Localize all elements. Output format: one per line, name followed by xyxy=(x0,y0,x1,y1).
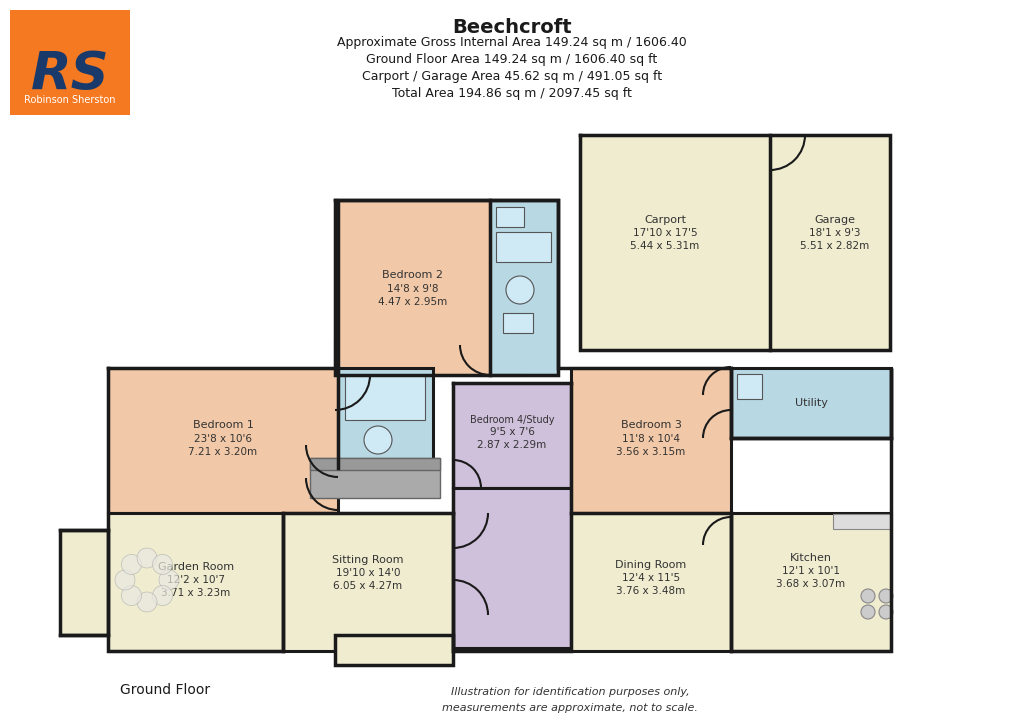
Bar xyxy=(496,232,551,262)
Bar xyxy=(108,513,283,651)
Bar xyxy=(283,513,453,651)
Circle shape xyxy=(122,555,141,574)
Text: 19'10 x 14'0: 19'10 x 14'0 xyxy=(336,568,400,578)
Text: 18'1 x 9'3: 18'1 x 9'3 xyxy=(809,228,861,238)
Bar xyxy=(571,368,731,513)
Bar xyxy=(453,383,571,488)
Text: 12'4 x 11'5: 12'4 x 11'5 xyxy=(622,573,680,583)
Text: Dining Room: Dining Room xyxy=(615,560,687,570)
Text: Kitchen: Kitchen xyxy=(790,553,831,563)
Text: 14'8 x 9'8: 14'8 x 9'8 xyxy=(387,284,438,294)
Circle shape xyxy=(879,589,893,603)
Text: 3.56 x 3.15m: 3.56 x 3.15m xyxy=(616,447,686,457)
Text: Robinson Sherston: Robinson Sherston xyxy=(25,95,116,105)
Circle shape xyxy=(879,605,893,619)
Bar xyxy=(60,530,108,635)
Text: Approximate Gross Internal Area 149.24 sq m / 1606.40: Approximate Gross Internal Area 149.24 s… xyxy=(337,36,687,49)
Text: Carport: Carport xyxy=(644,215,686,225)
Text: 9'5 x 7'6: 9'5 x 7'6 xyxy=(489,427,535,437)
Text: 3.68 x 3.07m: 3.68 x 3.07m xyxy=(776,579,846,589)
Text: Bedroom 2: Bedroom 2 xyxy=(383,270,443,280)
Bar xyxy=(737,374,762,399)
Circle shape xyxy=(153,586,173,605)
Bar xyxy=(833,514,891,529)
Text: Total Area 194.86 sq m / 2097.45 sq ft: Total Area 194.86 sq m / 2097.45 sq ft xyxy=(392,87,632,100)
Text: 23'8 x 10'6: 23'8 x 10'6 xyxy=(194,434,252,444)
Bar xyxy=(496,207,524,227)
Text: measurements are approximate, not to scale.: measurements are approximate, not to sca… xyxy=(442,703,698,713)
Text: 12'1 x 10'1: 12'1 x 10'1 xyxy=(782,566,840,576)
Circle shape xyxy=(137,548,157,568)
Bar xyxy=(338,368,433,468)
Text: Carport / Garage Area 45.62 sq m / 491.05 sq ft: Carport / Garage Area 45.62 sq m / 491.0… xyxy=(361,70,663,83)
Text: Bedroom 1: Bedroom 1 xyxy=(193,420,253,430)
Circle shape xyxy=(506,276,534,304)
Circle shape xyxy=(137,592,157,612)
Text: Utility: Utility xyxy=(795,398,827,408)
Text: Garden Room: Garden Room xyxy=(158,562,234,572)
Bar xyxy=(503,313,534,333)
Text: Illustration for identification purposes only,: Illustration for identification purposes… xyxy=(451,687,689,697)
Text: Ground Floor: Ground Floor xyxy=(120,683,210,697)
Bar xyxy=(490,200,558,375)
Text: Bedroom 4/Study: Bedroom 4/Study xyxy=(470,415,554,425)
Bar xyxy=(108,368,338,513)
Text: Garage: Garage xyxy=(814,215,855,225)
Text: Beechcroft: Beechcroft xyxy=(453,18,571,37)
Text: 3.76 x 3.48m: 3.76 x 3.48m xyxy=(616,586,686,596)
Circle shape xyxy=(364,426,392,454)
Text: 3.71 x 3.23m: 3.71 x 3.23m xyxy=(162,588,230,598)
Text: 5.44 x 5.31m: 5.44 x 5.31m xyxy=(631,241,699,251)
Bar xyxy=(335,200,490,375)
Text: RS: RS xyxy=(31,49,110,101)
Text: Sitting Room: Sitting Room xyxy=(332,555,403,565)
Text: 11'8 x 10'4: 11'8 x 10'4 xyxy=(622,434,680,444)
Circle shape xyxy=(159,570,179,590)
Text: 5.51 x 2.82m: 5.51 x 2.82m xyxy=(801,241,869,251)
Bar xyxy=(310,458,440,470)
Text: 2.87 x 2.29m: 2.87 x 2.29m xyxy=(477,440,547,450)
Text: Ground Floor Area 149.24 sq m / 1606.40 sq ft: Ground Floor Area 149.24 sq m / 1606.40 … xyxy=(367,53,657,66)
Bar xyxy=(345,375,425,420)
Bar xyxy=(731,513,891,651)
Bar xyxy=(335,635,453,665)
Text: 7.21 x 3.20m: 7.21 x 3.20m xyxy=(188,447,258,457)
Bar xyxy=(571,513,731,651)
Text: 4.47 x 2.95m: 4.47 x 2.95m xyxy=(379,297,447,307)
Bar xyxy=(453,488,571,648)
Bar xyxy=(731,368,891,438)
Circle shape xyxy=(122,586,141,605)
Text: Bedroom 3: Bedroom 3 xyxy=(621,420,681,430)
Bar xyxy=(10,10,130,115)
Text: 17'10 x 17'5: 17'10 x 17'5 xyxy=(633,228,697,238)
Text: 12'2 x 10'7: 12'2 x 10'7 xyxy=(167,575,225,585)
Bar xyxy=(310,458,440,498)
Circle shape xyxy=(861,605,874,619)
Circle shape xyxy=(115,570,135,590)
Text: 6.05 x 4.27m: 6.05 x 4.27m xyxy=(334,581,402,591)
Bar xyxy=(580,135,890,350)
Circle shape xyxy=(861,589,874,603)
Circle shape xyxy=(153,555,173,574)
